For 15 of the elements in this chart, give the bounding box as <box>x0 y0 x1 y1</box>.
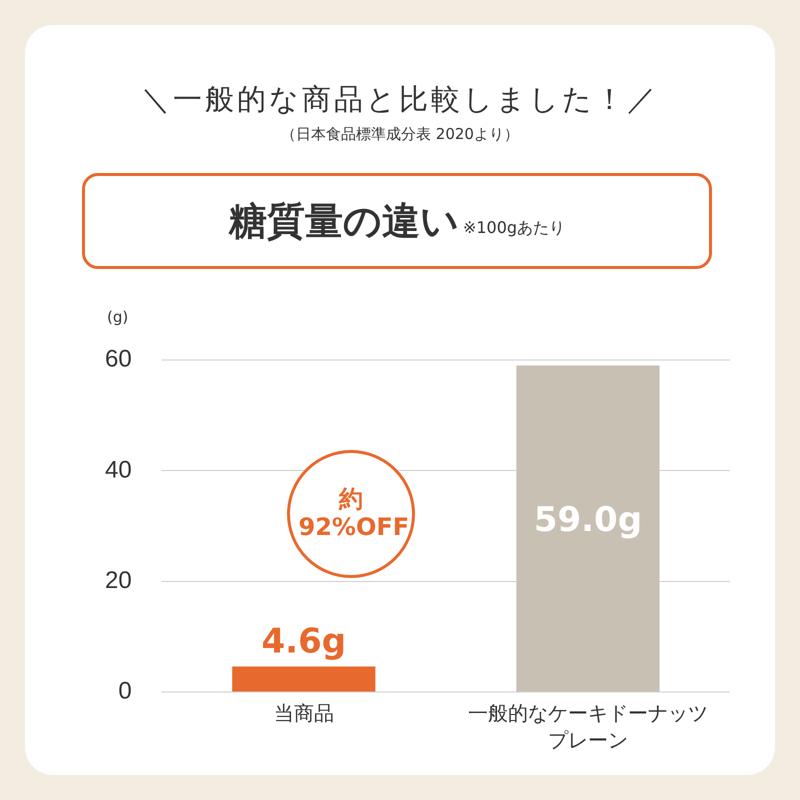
y-axis-title: (g) <box>107 308 128 326</box>
text: 糖質量の違い <box>228 198 459 244</box>
text: ※100gあたり <box>462 218 566 238</box>
y-tick-label: 20 <box>104 566 132 594</box>
data-label: 59.0g <box>534 500 642 540</box>
chart-subtitle: （日本食品標準成分表 2020より） <box>280 125 520 144</box>
speech-bubble: 約92%OFF <box>287 450 415 578</box>
y-tick-label: 40 <box>104 456 132 484</box>
y-tick-label: 0 <box>118 678 132 705</box>
x-tick-label: 一般的なケーキドーナッツプレーン <box>468 700 708 754</box>
data-label: 4.6g <box>261 621 346 662</box>
x-tick-label: 当商品 <box>272 700 335 727</box>
y-tick-label: 60 <box>104 346 132 373</box>
annotation: 約92%OFF <box>298 485 410 542</box>
chart-title: ＼一般的な商品と比較しました！／ <box>140 81 660 118</box>
